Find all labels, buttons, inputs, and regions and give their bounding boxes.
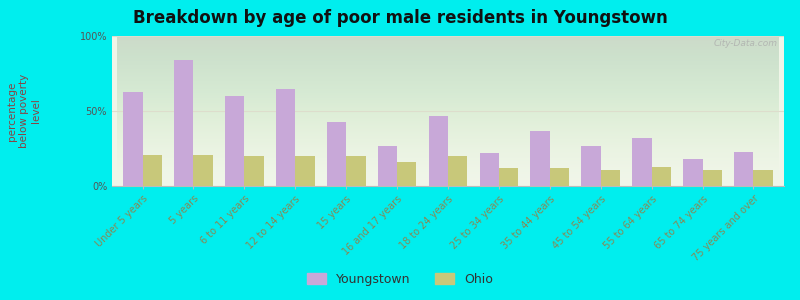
Bar [499,168,518,186]
Bar [378,146,397,186]
Bar [683,159,702,186]
Bar [174,60,194,186]
Bar [429,116,448,186]
Bar [327,122,346,186]
Bar [652,167,671,186]
Bar [448,156,467,186]
Bar [225,96,244,186]
Bar [346,156,366,186]
Text: Breakdown by age of poor male residents in Youngstown: Breakdown by age of poor male residents … [133,9,667,27]
Bar [632,138,652,186]
Bar [479,153,499,186]
Bar [550,168,569,186]
Bar [397,162,417,186]
Bar [582,146,601,186]
Bar [295,156,314,186]
Bar [702,169,722,186]
Bar [194,154,213,186]
Legend: Youngstown, Ohio: Youngstown, Ohio [302,268,498,291]
Bar [123,92,142,186]
Text: percentage
below poverty
level: percentage below poverty level [7,74,41,148]
Bar [142,154,162,186]
Bar [734,152,754,186]
Bar [601,169,620,186]
Bar [530,130,550,186]
Bar [276,88,295,186]
Bar [244,156,264,186]
Text: City-Data.com: City-Data.com [714,39,778,48]
Bar [754,169,773,186]
